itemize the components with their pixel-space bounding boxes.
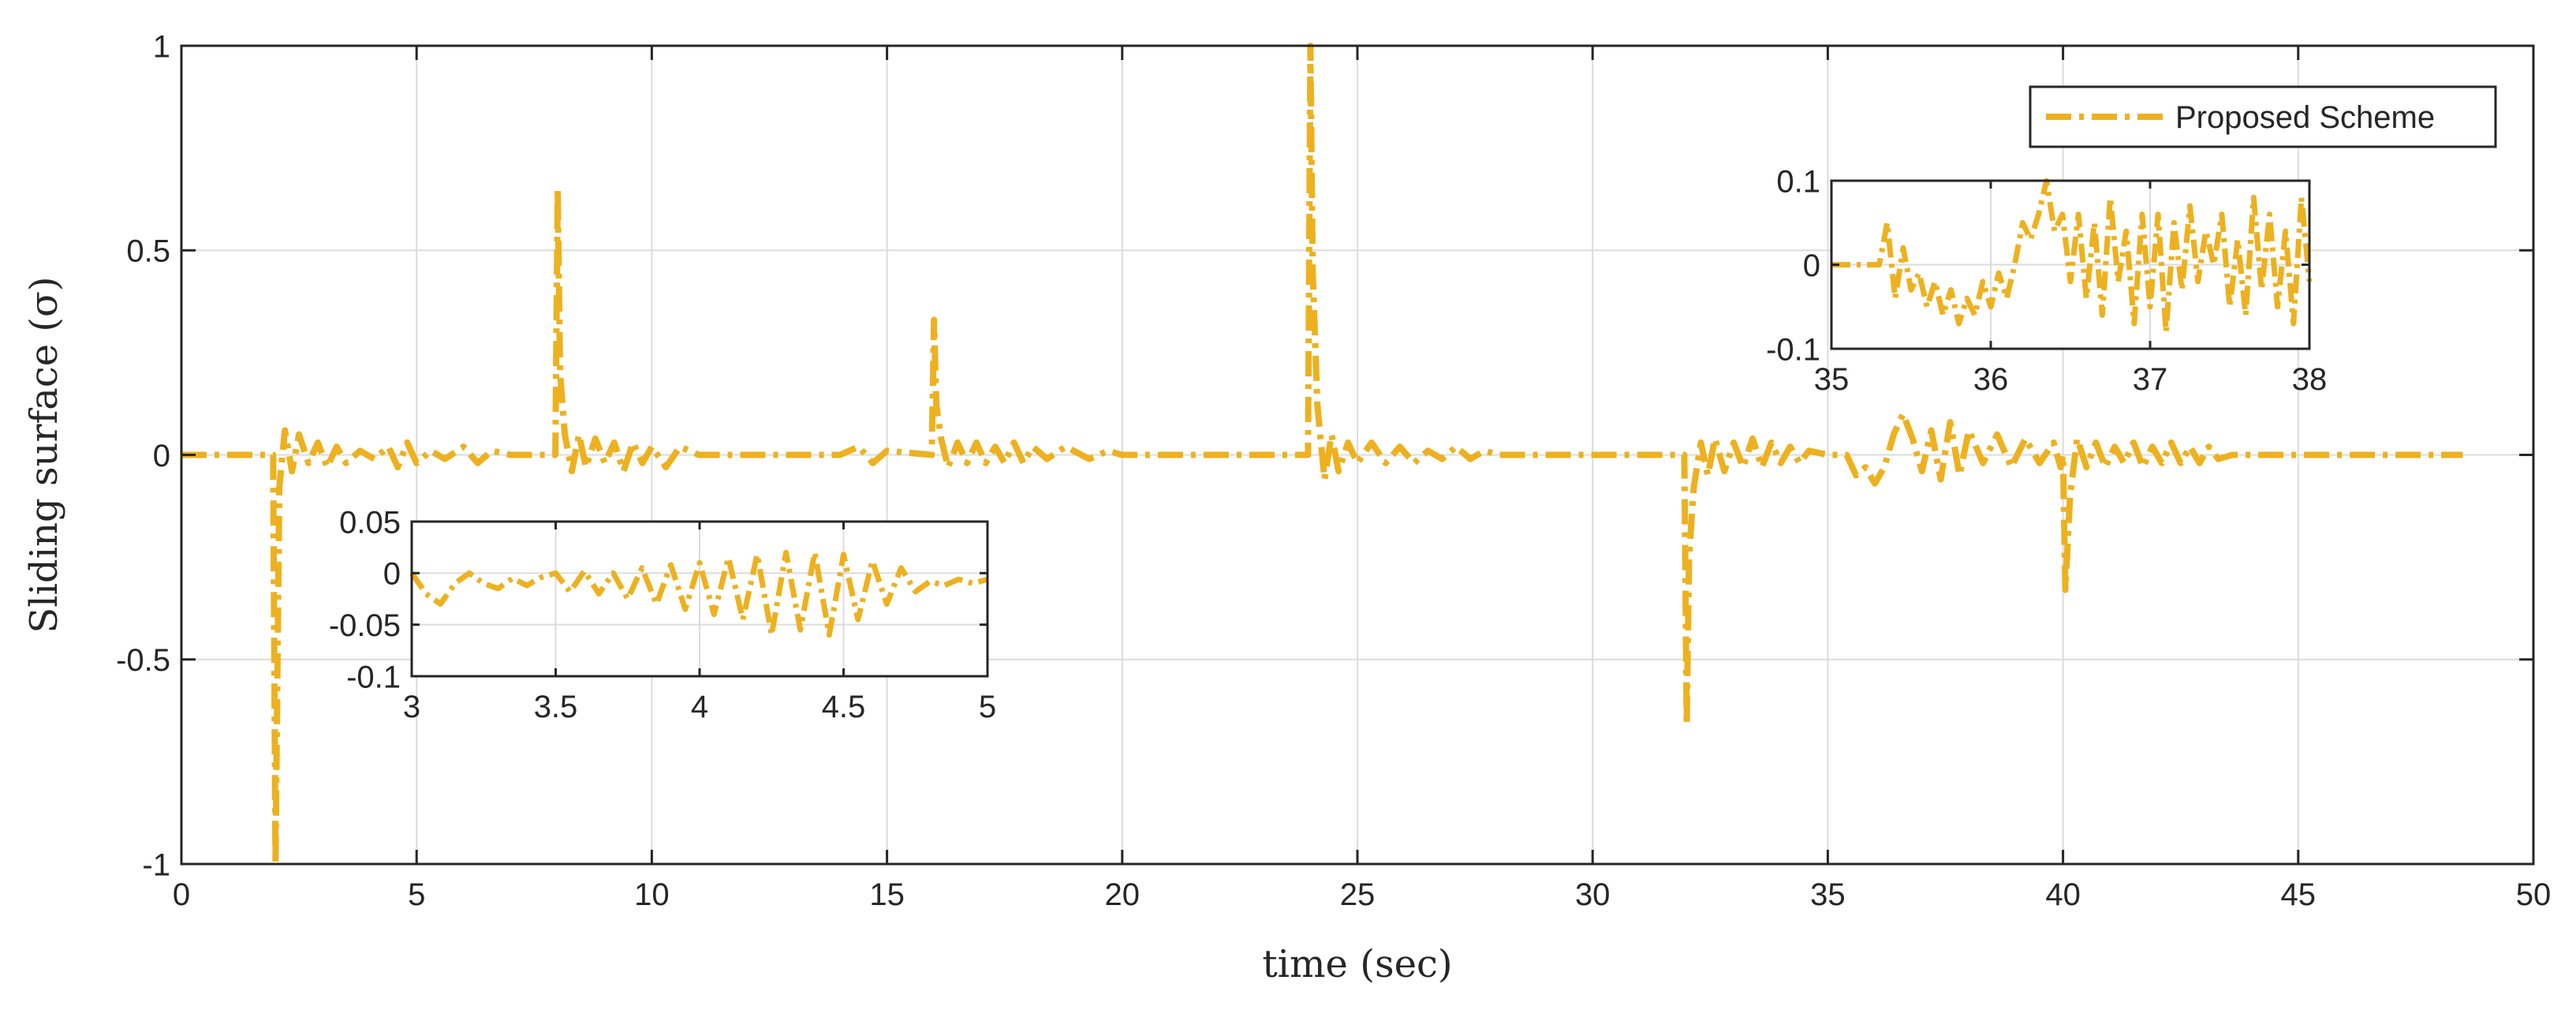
inset-right-x-tick-label: 35 (1814, 362, 1850, 397)
inset-left-x-tick-label: 3 (403, 690, 420, 724)
inset-left-y-tick-label: -0.1 (346, 660, 401, 694)
main-y-tick-label: 1 (153, 29, 170, 64)
main-y-tick-label: 0.5 (126, 234, 170, 269)
legend: Proposed Scheme (2029, 85, 2497, 148)
inset-left-y-tick-label: 0 (383, 557, 401, 592)
inset-chart-left: 3 3.5 4 4.5 5 -0.1 -0.05 0 0.05 (329, 505, 996, 724)
inset-right-x-tick-label: 36 (1973, 362, 2009, 397)
main-x-tick-label: 20 (1105, 877, 1141, 912)
inset-left-x-tick-label: 4.5 (822, 690, 866, 724)
inset-left-x-tick-label: 3.5 (534, 690, 578, 724)
main-x-tick-label: 15 (869, 877, 905, 912)
inset-left-series-line (409, 549, 988, 638)
inset-chart-right: 35 36 37 38 -0.1 0 0.1 (1766, 164, 2327, 397)
y-axis-label: Sliding surface (σ) (22, 276, 66, 633)
main-y-tick-label: -1 (142, 847, 170, 882)
main-x-tick-label: 35 (1810, 877, 1846, 912)
inset-left-x-tick-label: 4 (691, 690, 708, 724)
main-x-tick-label: 0 (173, 877, 190, 912)
main-x-tick-label: 40 (2045, 877, 2081, 912)
main-x-tick-label: 45 (2281, 877, 2317, 912)
main-y-tick-label: 0 (153, 439, 170, 473)
inset-left-y-tick-label: -0.05 (329, 608, 401, 643)
main-x-tick-label: 30 (1575, 877, 1611, 912)
main-series-line (181, 43, 2463, 867)
inset-right-x-tick-label: 37 (2133, 362, 2168, 397)
inset-right-x-tick-label: 38 (2292, 362, 2328, 397)
main-x-tick-label: 25 (1340, 877, 1376, 912)
main-x-tick-label: 5 (408, 877, 425, 912)
main-x-tick-label: 10 (634, 877, 670, 912)
inset-right-y-tick-label: -0.1 (1766, 332, 1820, 367)
main-x-tick-label: 50 (2516, 877, 2552, 912)
inset-right-y-tick-label: 0 (1803, 249, 1820, 283)
inset-right-y-tick-label: 0.1 (1776, 164, 1820, 199)
inset-right-series-line (1831, 178, 2313, 335)
legend-entry-label: Proposed Scheme (2175, 100, 2435, 135)
inset-left-y-tick-label: 0.05 (339, 505, 401, 540)
main-y-tick-label: -0.5 (116, 643, 170, 678)
inset-left-x-tick-label: 5 (979, 690, 996, 724)
x-axis-label: time (sec) (1262, 942, 1452, 986)
